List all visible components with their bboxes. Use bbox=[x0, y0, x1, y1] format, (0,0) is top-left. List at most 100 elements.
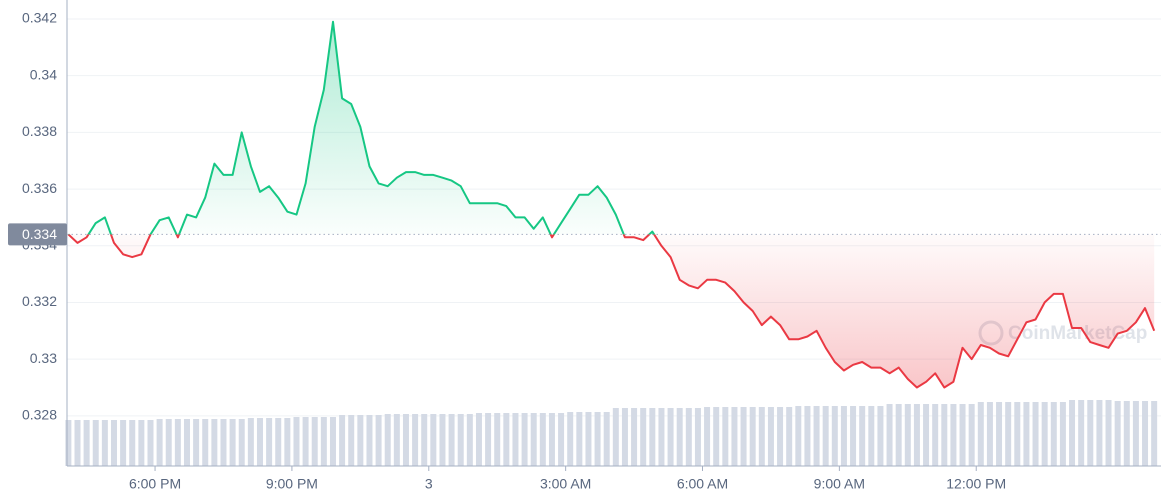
volume-bar bbox=[512, 413, 519, 466]
volume-bar bbox=[777, 407, 784, 466]
volume-bar bbox=[530, 413, 537, 466]
price-line-down bbox=[67, 234, 1156, 389]
volume-bar bbox=[996, 402, 1003, 466]
volume-bar bbox=[822, 406, 829, 466]
volume-bar bbox=[65, 420, 72, 466]
volume-bar bbox=[959, 404, 966, 466]
volume-bar bbox=[1005, 402, 1012, 466]
volume-bar bbox=[804, 406, 811, 466]
volume-bar bbox=[229, 419, 236, 466]
volume-bar bbox=[1032, 402, 1039, 466]
volume-bar bbox=[968, 404, 975, 466]
volume-bar bbox=[667, 408, 674, 466]
x-tick-label: 6:00 AM bbox=[677, 476, 728, 492]
volume-bar bbox=[603, 412, 610, 466]
volume-bar bbox=[731, 407, 738, 466]
volume-bar bbox=[585, 412, 592, 466]
volume-bar bbox=[101, 420, 108, 466]
volume-bar bbox=[256, 418, 263, 466]
x-tick-label: 9:00 AM bbox=[814, 476, 865, 492]
volume-bar bbox=[850, 406, 857, 466]
y-tick-label: 0.34 bbox=[30, 66, 57, 82]
y-tick-label: 0.33 bbox=[30, 350, 57, 366]
volume bbox=[65, 400, 1158, 466]
volume-bar bbox=[129, 420, 136, 466]
volume-bar bbox=[494, 413, 501, 466]
volume-bar bbox=[631, 408, 638, 466]
volume-bar bbox=[548, 413, 555, 466]
volume-bar bbox=[266, 418, 273, 466]
y-tick-label: 0.342 bbox=[22, 10, 57, 26]
volume-bar bbox=[640, 408, 647, 466]
volume-bar bbox=[923, 404, 930, 466]
volume-bar bbox=[247, 418, 254, 466]
volume-bar bbox=[1023, 402, 1030, 466]
volume-bar bbox=[193, 419, 200, 466]
volume-bar bbox=[284, 418, 291, 466]
y-tick-label: 0.338 bbox=[22, 123, 57, 139]
volume-bar bbox=[165, 419, 172, 466]
x-tick-label: 3 bbox=[425, 476, 433, 492]
volume-bar bbox=[859, 406, 866, 466]
baseline-label-box bbox=[8, 223, 67, 246]
volume-bar bbox=[612, 408, 619, 466]
volume-bar bbox=[329, 417, 336, 466]
x-tick-label: 3:00 AM bbox=[540, 476, 591, 492]
volume-bar bbox=[375, 415, 382, 466]
volume-bar bbox=[348, 415, 355, 466]
volume-bar bbox=[1087, 400, 1094, 466]
volume-bar bbox=[1114, 401, 1121, 466]
volume-bar bbox=[466, 414, 473, 466]
volume-bar bbox=[156, 419, 163, 466]
volume-bar bbox=[558, 413, 565, 466]
volume-bar bbox=[1050, 402, 1057, 466]
volume-bar bbox=[439, 414, 446, 466]
volume-bar bbox=[1069, 400, 1076, 466]
volume-bar bbox=[147, 420, 154, 466]
plot bbox=[67, 20, 1161, 389]
volume-bar bbox=[713, 407, 720, 466]
volume-bar bbox=[238, 419, 245, 466]
volume-bar bbox=[868, 406, 875, 466]
x-tick-label: 9:00 PM bbox=[266, 476, 318, 492]
volume-bar bbox=[740, 407, 747, 466]
volume-bar bbox=[895, 404, 902, 466]
volume-bar bbox=[1132, 401, 1139, 466]
volume-bar bbox=[886, 404, 893, 466]
volume-bar bbox=[1041, 402, 1048, 466]
volume-bar bbox=[694, 408, 701, 466]
volume-bar bbox=[320, 417, 327, 466]
volume-bar bbox=[941, 404, 948, 466]
volume-bar bbox=[448, 414, 455, 466]
volume-bar bbox=[722, 407, 729, 466]
volume-bar bbox=[676, 408, 683, 466]
baseline-label: 0.334 bbox=[22, 226, 57, 242]
volume-bar bbox=[1142, 401, 1149, 466]
volume-bar bbox=[950, 404, 957, 466]
volume-bar bbox=[174, 419, 181, 466]
volume-bar bbox=[904, 404, 911, 466]
volume-bar bbox=[1078, 400, 1085, 466]
volume-bar bbox=[831, 406, 838, 466]
volume-bar bbox=[366, 415, 373, 466]
volume-bar bbox=[393, 414, 400, 466]
volume-bar bbox=[986, 402, 993, 466]
volume-bar bbox=[649, 408, 656, 466]
volume-bar bbox=[275, 418, 282, 466]
volume-bar bbox=[339, 415, 346, 466]
volume-bar bbox=[357, 415, 364, 466]
volume-bar bbox=[795, 406, 802, 466]
volume-bar bbox=[83, 420, 90, 466]
volume-bar bbox=[384, 414, 391, 466]
volume-bar bbox=[1105, 400, 1112, 466]
volume-bar bbox=[758, 407, 765, 466]
volume-bar bbox=[92, 420, 99, 466]
volume-bar bbox=[1096, 400, 1103, 466]
volume-bar bbox=[402, 414, 409, 466]
volume-bar bbox=[658, 408, 665, 466]
volume-bar bbox=[138, 420, 145, 466]
x-tick-label: 12:00 PM bbox=[946, 476, 1006, 492]
volume-bar bbox=[567, 412, 574, 466]
volume-bar bbox=[110, 420, 117, 466]
